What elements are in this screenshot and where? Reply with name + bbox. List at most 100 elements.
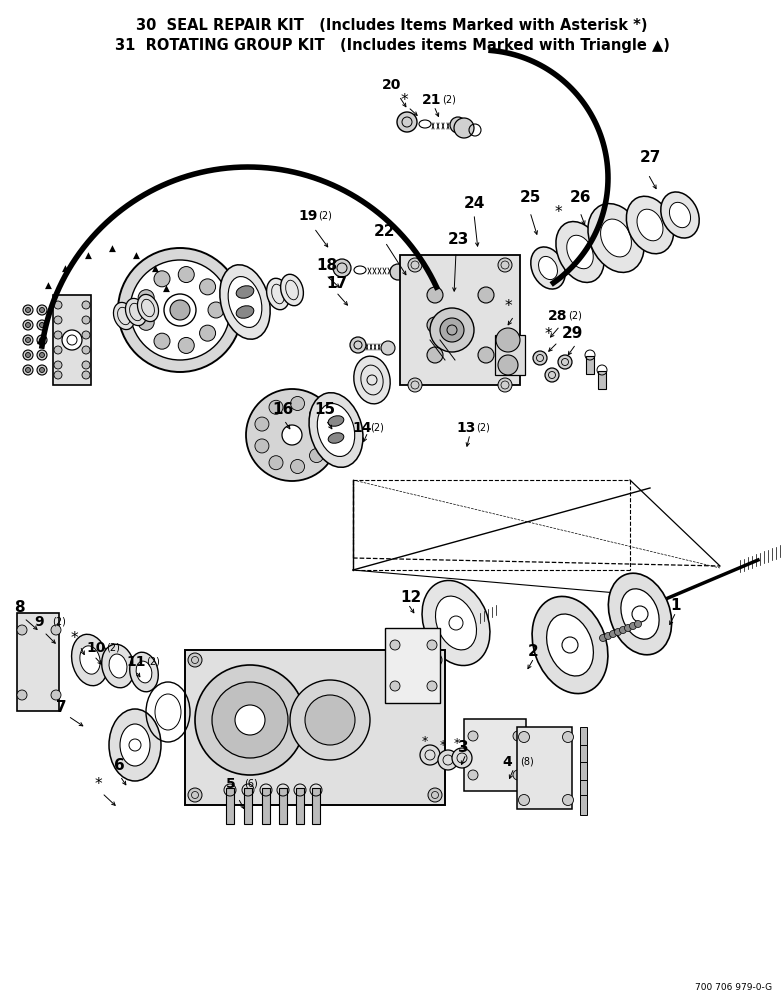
Circle shape [397,112,417,132]
Circle shape [290,680,370,760]
Circle shape [468,770,478,780]
Text: (2): (2) [146,657,160,667]
Circle shape [54,346,62,354]
Circle shape [195,665,305,775]
Text: 700 706 979-0-G: 700 706 979-0-G [695,983,772,992]
Circle shape [208,302,224,318]
Circle shape [390,264,406,280]
Circle shape [54,361,62,369]
Circle shape [212,682,288,758]
Circle shape [468,731,478,741]
Text: 8: 8 [14,600,24,615]
Circle shape [255,439,269,453]
Text: *: * [94,776,102,792]
Circle shape [37,365,47,375]
Text: *: * [454,738,460,750]
Circle shape [496,328,520,352]
Circle shape [450,117,466,133]
Circle shape [62,330,82,350]
Circle shape [427,317,443,333]
Text: ▲: ▲ [132,250,140,259]
Bar [226,788,234,824]
Circle shape [269,456,283,470]
Circle shape [600,635,607,642]
Text: 22: 22 [374,225,395,239]
Bar [580,762,587,782]
Circle shape [634,620,641,628]
Circle shape [438,750,458,770]
Text: 31  ROTATING GROUP KIT   (Includes items Marked with Triangle ▲): 31 ROTATING GROUP KIT (Includes items Ma… [114,38,670,53]
Text: 15: 15 [314,402,335,418]
Circle shape [23,350,33,360]
Text: *: * [440,740,446,752]
Ellipse shape [546,614,593,676]
Circle shape [118,248,242,372]
Circle shape [518,794,529,806]
Circle shape [54,316,62,324]
Ellipse shape [637,209,663,241]
Circle shape [51,690,61,700]
Bar [495,335,525,375]
Ellipse shape [236,286,254,298]
Circle shape [37,350,47,360]
Text: (2): (2) [52,617,66,627]
Ellipse shape [422,580,490,666]
Circle shape [310,407,324,421]
Text: ▲: ▲ [108,243,115,252]
Text: 30  SEAL REPAIR KIT   (Includes Items Marked with Asterisk *): 30 SEAL REPAIR KIT (Includes Items Marke… [136,18,648,33]
Circle shape [558,355,572,369]
FancyBboxPatch shape [185,650,445,805]
Bar [312,788,320,824]
Text: ▲: ▲ [162,284,169,292]
Ellipse shape [309,393,363,467]
Bar [400,255,520,385]
Text: 13: 13 [456,421,475,435]
Ellipse shape [136,661,152,683]
Text: 25: 25 [520,190,542,206]
Circle shape [235,705,265,735]
Circle shape [138,290,154,306]
Circle shape [390,681,400,691]
Text: (2): (2) [318,211,332,221]
Circle shape [200,325,216,341]
Circle shape [498,378,512,392]
Circle shape [178,337,194,353]
Circle shape [562,794,574,806]
Circle shape [317,428,331,442]
Bar [296,788,304,824]
Bar [53,295,91,385]
Ellipse shape [236,306,254,318]
Text: 17: 17 [326,275,347,290]
Bar [517,727,572,809]
Ellipse shape [120,724,150,766]
Circle shape [17,625,27,635]
Circle shape [513,770,523,780]
Ellipse shape [601,219,631,257]
Ellipse shape [626,196,673,254]
Circle shape [428,653,442,667]
Circle shape [82,361,90,369]
Circle shape [498,355,518,375]
Circle shape [625,624,631,632]
Bar [580,727,587,747]
Text: (8): (8) [520,757,534,767]
Circle shape [17,690,27,700]
Ellipse shape [267,278,289,310]
Circle shape [138,314,154,330]
Text: 16: 16 [272,402,293,418]
Circle shape [350,337,366,353]
Ellipse shape [220,265,270,339]
Ellipse shape [125,298,147,326]
Circle shape [23,365,33,375]
Circle shape [37,305,47,315]
Circle shape [513,731,523,741]
Circle shape [545,368,559,382]
Circle shape [26,353,31,358]
Circle shape [39,353,45,358]
Ellipse shape [109,709,161,781]
Text: (6): (6) [244,779,258,789]
Text: 3: 3 [458,740,469,756]
Circle shape [609,631,616,638]
Text: 19: 19 [298,209,318,223]
Text: 4: 4 [502,755,512,769]
